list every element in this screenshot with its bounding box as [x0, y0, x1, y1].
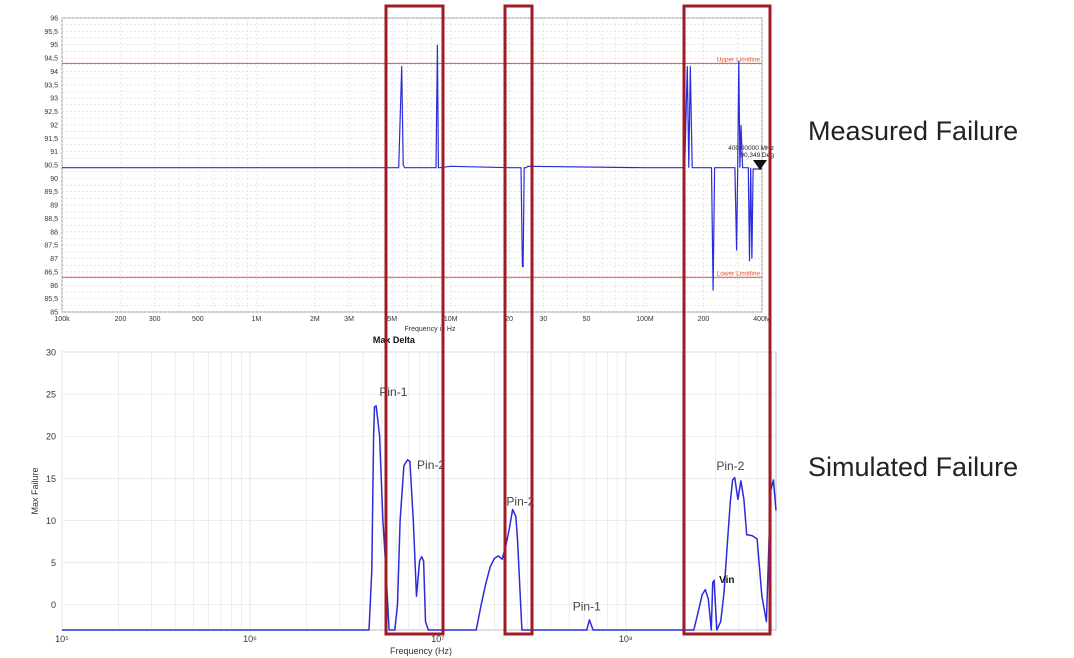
- annotation-label: Vin: [719, 575, 734, 586]
- y-tick-label: 15: [46, 474, 56, 484]
- y-tick-label: 0: [51, 600, 56, 610]
- x-tick-label: 3M: [344, 316, 354, 323]
- x-tick-label: 400M: [753, 316, 771, 323]
- annotation-label: Pin-1: [573, 600, 601, 614]
- y-tick-label: 10: [46, 516, 56, 526]
- y-tick-label: 85: [50, 310, 58, 317]
- y-tick-label: 95: [50, 42, 58, 49]
- y-tick-label: 86,5: [44, 269, 58, 276]
- measured-failure-caption: Measured Failure: [808, 116, 1019, 146]
- y-tick-label: 87,5: [44, 243, 58, 250]
- y-tick-label: 86: [50, 283, 58, 290]
- y-tick-label: 20: [46, 432, 56, 442]
- y-tick-label: 90: [50, 176, 58, 183]
- marker-label: 90,349 Deg: [740, 152, 774, 159]
- annotation-label: Pin-1: [379, 385, 407, 399]
- y-tick-label: 92,5: [44, 109, 58, 116]
- x-tick-label: 200: [698, 316, 710, 323]
- x-tick-label: 10M: [444, 316, 458, 323]
- chart-title: Max Delta: [373, 335, 416, 345]
- annotation-label: Pin-2: [716, 459, 744, 473]
- x-tick-label: 1M: [251, 316, 261, 323]
- limit-line-label: Upper Limitline: [717, 56, 761, 63]
- y-tick-label: 94: [50, 69, 58, 76]
- plot-area: [61, 351, 777, 631]
- y-tick-label: 88,5: [44, 216, 58, 223]
- x-tick-label: 50: [583, 316, 591, 323]
- highlight-box-2: [503, 4, 534, 636]
- series-line: [62, 405, 777, 631]
- y-tick-label: 87: [50, 256, 58, 263]
- y-tick-label: 89: [50, 203, 58, 210]
- limit-line-label: Lower Limitline: [717, 270, 761, 277]
- y-tick-label: 95,5: [44, 29, 58, 36]
- y-tick-label: 5: [51, 558, 56, 568]
- x-axis-label: Frequency in Hz: [405, 326, 456, 333]
- x-tick-label: 100M: [636, 316, 654, 323]
- x-tick-label: 30: [539, 316, 547, 323]
- highlight-box-1: [384, 4, 445, 636]
- x-tick-label: 2M: [310, 316, 320, 323]
- y-tick-label: 30: [46, 348, 56, 358]
- y-tick-label: 89,5: [44, 189, 58, 196]
- y-tick-label: 25: [46, 390, 56, 400]
- x-tick-label: 100k: [54, 316, 70, 323]
- x-tick-label: 10⁵: [55, 634, 69, 644]
- x-tick-label: 500: [192, 316, 204, 323]
- series-line: [62, 44, 762, 291]
- y-tick-label: 93,5: [44, 82, 58, 89]
- y-tick-label: 96: [50, 16, 58, 23]
- x-tick-label: 20: [505, 316, 513, 323]
- marker-label: 400,00000 MHz: [728, 145, 774, 152]
- x-tick-label: 10⁷: [431, 634, 444, 644]
- measured-failure-chart: 85 85,5 86 86,5 87 87,5 88 88,5 89 89,5 90 90,5 91 91…: [44, 16, 774, 334]
- x-tick-label: 10⁸: [619, 634, 633, 644]
- marker-triangle-icon: [753, 160, 767, 171]
- annotation-label: Pin-2: [506, 494, 534, 508]
- simulated-failure-caption: Simulated Failure: [808, 452, 1019, 482]
- y-tick-label: 91,5: [44, 136, 58, 143]
- simulated-failure-chart: 0 5 10 15 20 25 30 10⁵ 10⁶ 10⁷ 10⁸ Frequency (Hz) Ma…: [30, 335, 777, 656]
- x-tick-label: 300: [149, 316, 161, 323]
- y-tick-label: 91: [50, 149, 58, 156]
- y-tick-label: 90,5: [44, 163, 58, 170]
- y-tick-label: 94,5: [44, 56, 58, 63]
- y-axis-label: Max Failure: [30, 467, 40, 514]
- y-tick-label: 88: [50, 229, 58, 236]
- highlight-box-3: [682, 4, 772, 636]
- y-tick-label: 93: [50, 96, 58, 103]
- x-tick-label: 10⁶: [243, 634, 257, 644]
- y-tick-label: 85,5: [44, 296, 58, 303]
- y-tick-label: 92: [50, 122, 58, 129]
- annotation-label: Pin-2: [417, 458, 445, 472]
- x-tick-label: 5M: [387, 316, 397, 323]
- x-tick-label: 200: [115, 316, 127, 323]
- highlight-boxes: [384, 4, 772, 636]
- x-axis-label: Frequency (Hz): [390, 646, 452, 656]
